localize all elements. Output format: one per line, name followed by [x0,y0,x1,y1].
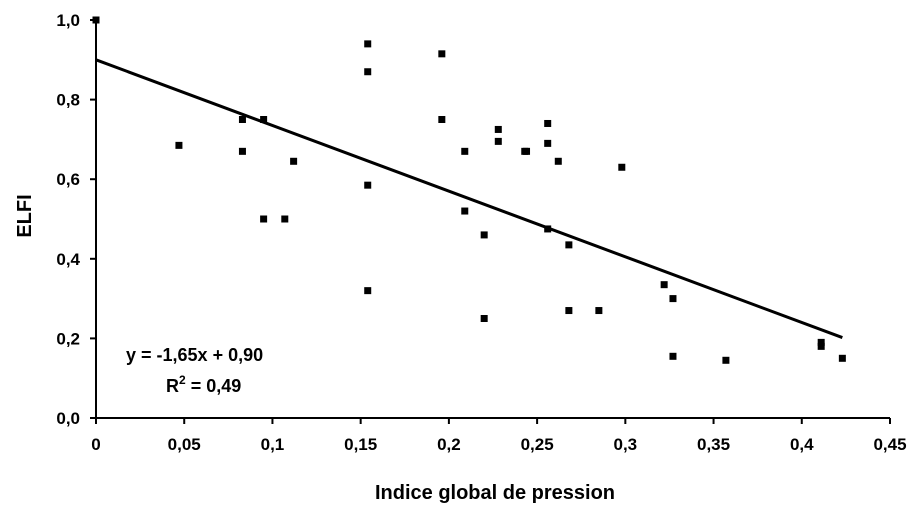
y-tick-label: 0,0 [56,409,80,428]
x-axis-title: Indice global de pression [375,482,615,504]
r-squared-value: = 0,49 [186,376,242,396]
data-point [92,16,100,24]
data-point [364,181,372,189]
data-point [238,147,246,155]
data-point [544,119,552,127]
trend-equation: y = -1,65x + 0,90 [126,345,263,365]
data-point [494,137,502,145]
data-point [364,68,372,76]
data-point [461,207,469,215]
x-tick-label: 0,1 [261,435,285,454]
y-tick-label: 0,4 [56,250,80,269]
data-point [175,141,183,149]
data-point [544,225,552,233]
data-point [260,116,268,123]
r-squared-prefix: R [166,376,179,396]
data-point [722,356,730,364]
data-point [438,116,446,123]
x-tick-label: 0,15 [344,435,377,454]
x-tick-label: 0,45 [873,435,906,454]
data-point [281,215,289,223]
data-point [494,125,502,133]
data-point [660,281,668,289]
x-axis-ticks: 0 0,05 0,1 0,15 0,2 0,25 0,3 0,35 0,4 0,45 [91,418,907,454]
trend-line [95,58,843,339]
data-point [595,307,603,315]
data-point [364,40,372,48]
y-tick-label: 1,0 [56,11,80,30]
data-point [817,342,825,350]
data-point [480,231,488,239]
data-point [461,147,469,155]
y-axis-title: ELFI [14,194,36,237]
x-tick-label: 0,4 [790,435,814,454]
x-tick-label: 0,05 [168,435,201,454]
data-point [364,287,372,295]
axes [95,20,890,419]
x-tick-label: 0 [91,435,100,454]
r-squared-label: R2 = 0,49 [166,373,241,396]
x-tick-label: 0,35 [697,435,730,454]
data-points [92,16,846,364]
data-point [290,157,298,165]
data-point [480,315,488,322]
r-squared-superscript: 2 [179,373,186,387]
x-tick-label: 0,2 [437,435,461,454]
x-tick-label: 0,25 [521,435,554,454]
data-point [554,157,562,165]
x-tick-label: 0,3 [614,435,638,454]
data-point [438,50,446,58]
y-tick-label: 0,2 [56,329,80,348]
data-point [238,116,246,123]
data-point [565,241,573,249]
data-point [260,215,268,223]
data-point [618,163,626,171]
data-point [817,338,825,346]
data-point [838,354,846,362]
y-axis-ticks: 0,0 0,2 0,4 0,6 0,8 1,0 [56,11,96,428]
y-tick-label: 0,6 [56,170,80,189]
data-point [669,295,677,303]
data-point [565,307,573,315]
data-point [669,352,677,360]
y-tick-label: 0,8 [56,91,80,110]
data-point [523,147,531,155]
data-point [544,139,552,147]
